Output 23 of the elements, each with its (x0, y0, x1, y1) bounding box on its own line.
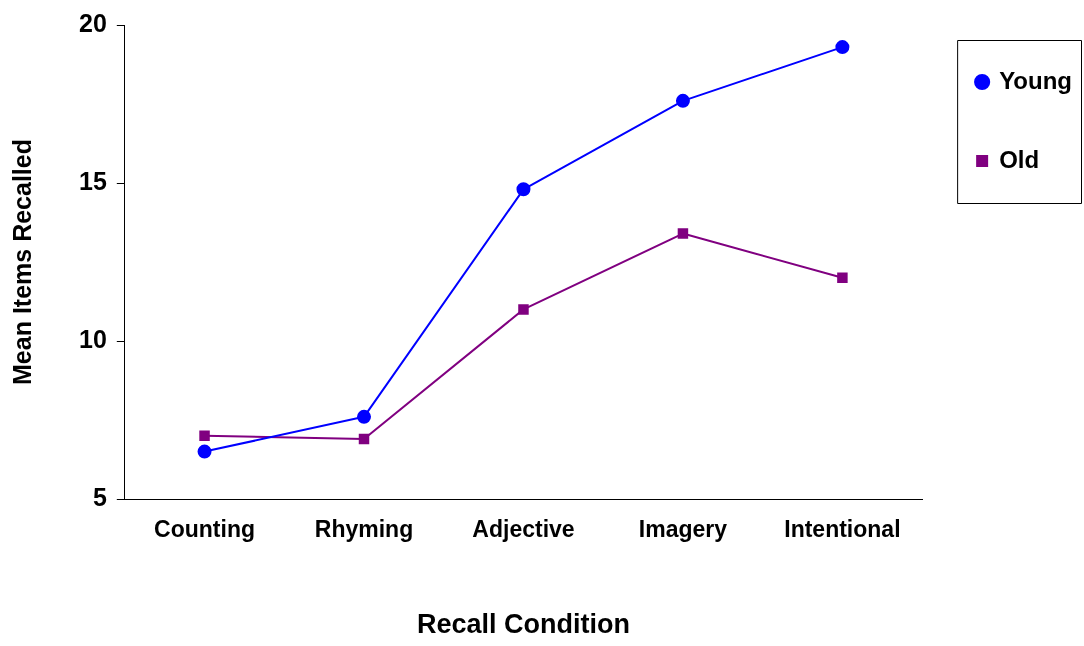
point (516, 182, 531, 197)
x-axis-title: Recall Condition (416, 609, 630, 640)
point (835, 40, 850, 55)
point (358, 433, 370, 445)
point (357, 409, 372, 424)
point (675, 93, 690, 108)
x-tick-label: Counting (154, 516, 255, 543)
point (677, 228, 689, 239)
x-tick-label: Imagery (638, 516, 728, 543)
x-tick-label: Rhyming (314, 516, 414, 543)
point (197, 444, 212, 459)
x-tick-label: Adjective (472, 516, 575, 543)
y-tick-label: 10 (79, 324, 107, 353)
y-axis-title: Mean Items Recalled (7, 139, 36, 385)
y-tick-label: 20 (79, 8, 107, 37)
point (199, 430, 210, 442)
legend-label: Young (999, 66, 1073, 94)
y-tick-label: 15 (79, 166, 107, 195)
x-tick-label: Intentional (784, 516, 901, 543)
point (837, 272, 848, 284)
y-tick-label: 5 (92, 482, 107, 511)
legend-label: Old (999, 145, 1040, 173)
point (518, 304, 529, 315)
